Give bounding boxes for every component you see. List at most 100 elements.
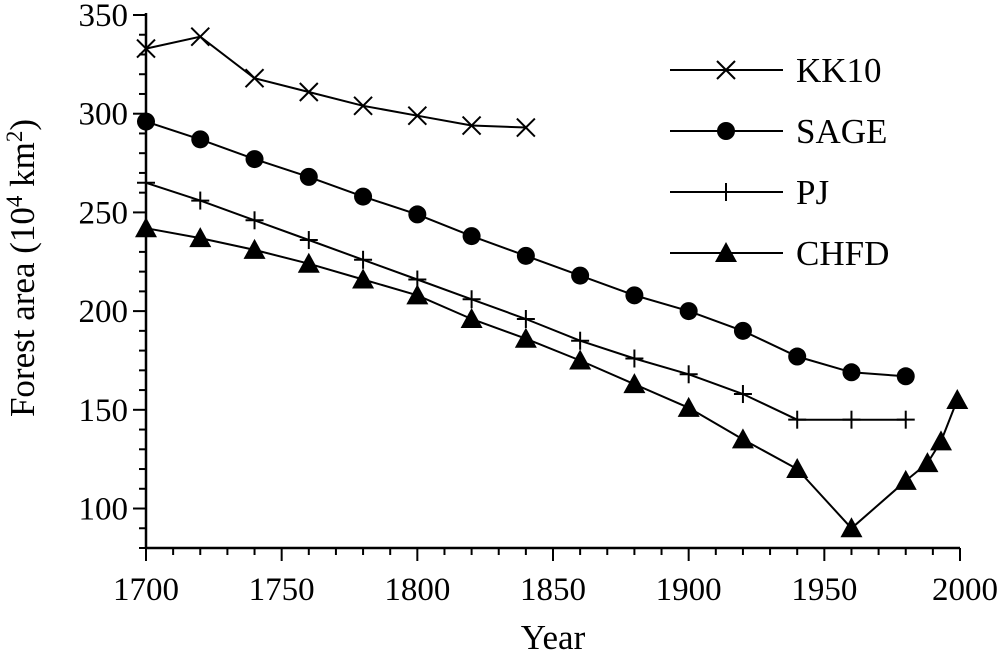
data-point-chfd [677,396,700,417]
data-point-chfd [731,428,754,449]
data-point-kk10 [244,68,265,88]
data-point-kk10 [190,27,210,47]
x-marker-stroke [461,115,482,136]
x-tick-label: 1850 [520,572,586,608]
legend: KK10 SAGE PJ CHFD [670,51,889,273]
y-axis-title-unit: km [3,142,42,195]
x-marker-stroke [353,96,373,116]
x-axis-title: Year [521,618,586,652]
y-axis-title-main: Forest area (10 [3,207,42,417]
data-point-sage [354,187,373,206]
data-point-kk10 [407,105,428,126]
legend-label-chfd: CHFD [796,234,889,273]
data-point-pj [571,331,590,350]
x-tick-label: 1750 [249,572,315,608]
y-tick-label: 300 [79,97,129,133]
x-marker-stroke [136,38,156,59]
y-tick-label: 200 [79,294,129,330]
y-axis-title-superscript-4: 4 [2,195,27,207]
data-point-kk10 [461,115,482,136]
data-point-sage [516,246,535,265]
y-tick-label: 100 [79,492,129,528]
data-point-chfd [623,373,646,394]
series-kk10 [136,27,536,138]
data-point-pj [842,410,861,429]
x-tick-label: 1950 [791,572,857,608]
legend-item-sage: SAGE [670,112,887,151]
data-point-chfd [930,430,953,451]
data-point-sage [137,112,155,131]
legend-marker-sage [717,122,735,140]
data-point-pj [137,173,155,192]
data-point-sage [842,363,861,382]
data-point-pj [516,310,535,329]
data-point-pj [788,410,807,429]
legend-label-kk10: KK10 [796,51,882,90]
data-point-pj [679,365,698,384]
series-line-chfd [145,227,959,530]
series-chfd [135,217,969,538]
data-point-sage [299,167,318,186]
data-point-kk10 [353,96,373,116]
series-line-pj [145,181,906,421]
data-point-pj [245,211,264,230]
data-point-sage [245,150,264,169]
x-axis-ticks: 1700 1750 1800 1850 1900 1950 2000 [113,548,998,608]
data-point-chfd [352,268,375,289]
data-point-kk10 [136,38,156,59]
series-pj [137,173,915,429]
legend-marker-pj [717,183,735,201]
data-point-chfd [786,458,809,479]
y-tick-label: 150 [79,393,129,429]
legend-marker-kk10 [716,60,736,80]
y-axis-title-close: ) [3,119,42,131]
data-point-chfd [840,517,863,538]
data-point-sage [788,347,807,366]
y-axis-title-superscript-2: 2 [2,131,27,143]
data-point-sage [679,302,698,321]
data-point-chfd [894,469,917,490]
x-marker-stroke [407,105,428,126]
legend-item-kk10: KK10 [670,51,882,90]
data-point-chfd [406,284,429,305]
x-tick-label: 2000 [932,572,998,608]
y-axis-ticks: 100 150 200 250 300 350 [79,0,146,549]
data-point-sage [191,130,210,149]
data-point-sage [625,286,644,305]
series-line-kk10 [145,35,526,129]
legend-marker-chfd [715,242,737,262]
data-point-pj [896,410,915,429]
y-axis-title: Forest area (104 km2) [2,119,42,417]
legend-item-pj: PJ [670,173,829,212]
y-tick-label: 350 [79,0,129,34]
series-sage [137,112,915,386]
data-point-chfd [460,308,483,329]
data-point-sage [571,266,590,285]
data-point-sage [462,227,481,246]
data-point-chfd [297,252,320,273]
data-point-chfd [135,217,157,238]
data-point-pj [299,231,318,250]
x-marker-stroke [516,117,536,138]
data-point-chfd [946,388,969,409]
data-point-pj [191,191,210,210]
data-point-kk10 [299,82,319,102]
data-point-pj [733,385,752,404]
data-point-chfd [514,327,537,348]
legend-label-sage: SAGE [796,112,887,151]
data-point-sage [896,367,915,386]
x-tick-label: 1900 [656,572,722,608]
data-point-sage [733,321,752,340]
data-point-kk10 [516,117,536,138]
x-marker-stroke [716,60,736,80]
x-marker-stroke [190,27,210,47]
axes: 1700 1750 1800 1850 1900 1950 2000 100 150 200 25… [79,0,999,608]
data-point-sage [408,205,427,224]
data-point-chfd [189,227,212,248]
x-marker-stroke [299,82,319,102]
x-tick-label: 1800 [384,572,450,608]
legend-label-pj: PJ [796,173,829,212]
series-layer [135,27,969,538]
x-tick-label: 1700 [113,572,179,608]
